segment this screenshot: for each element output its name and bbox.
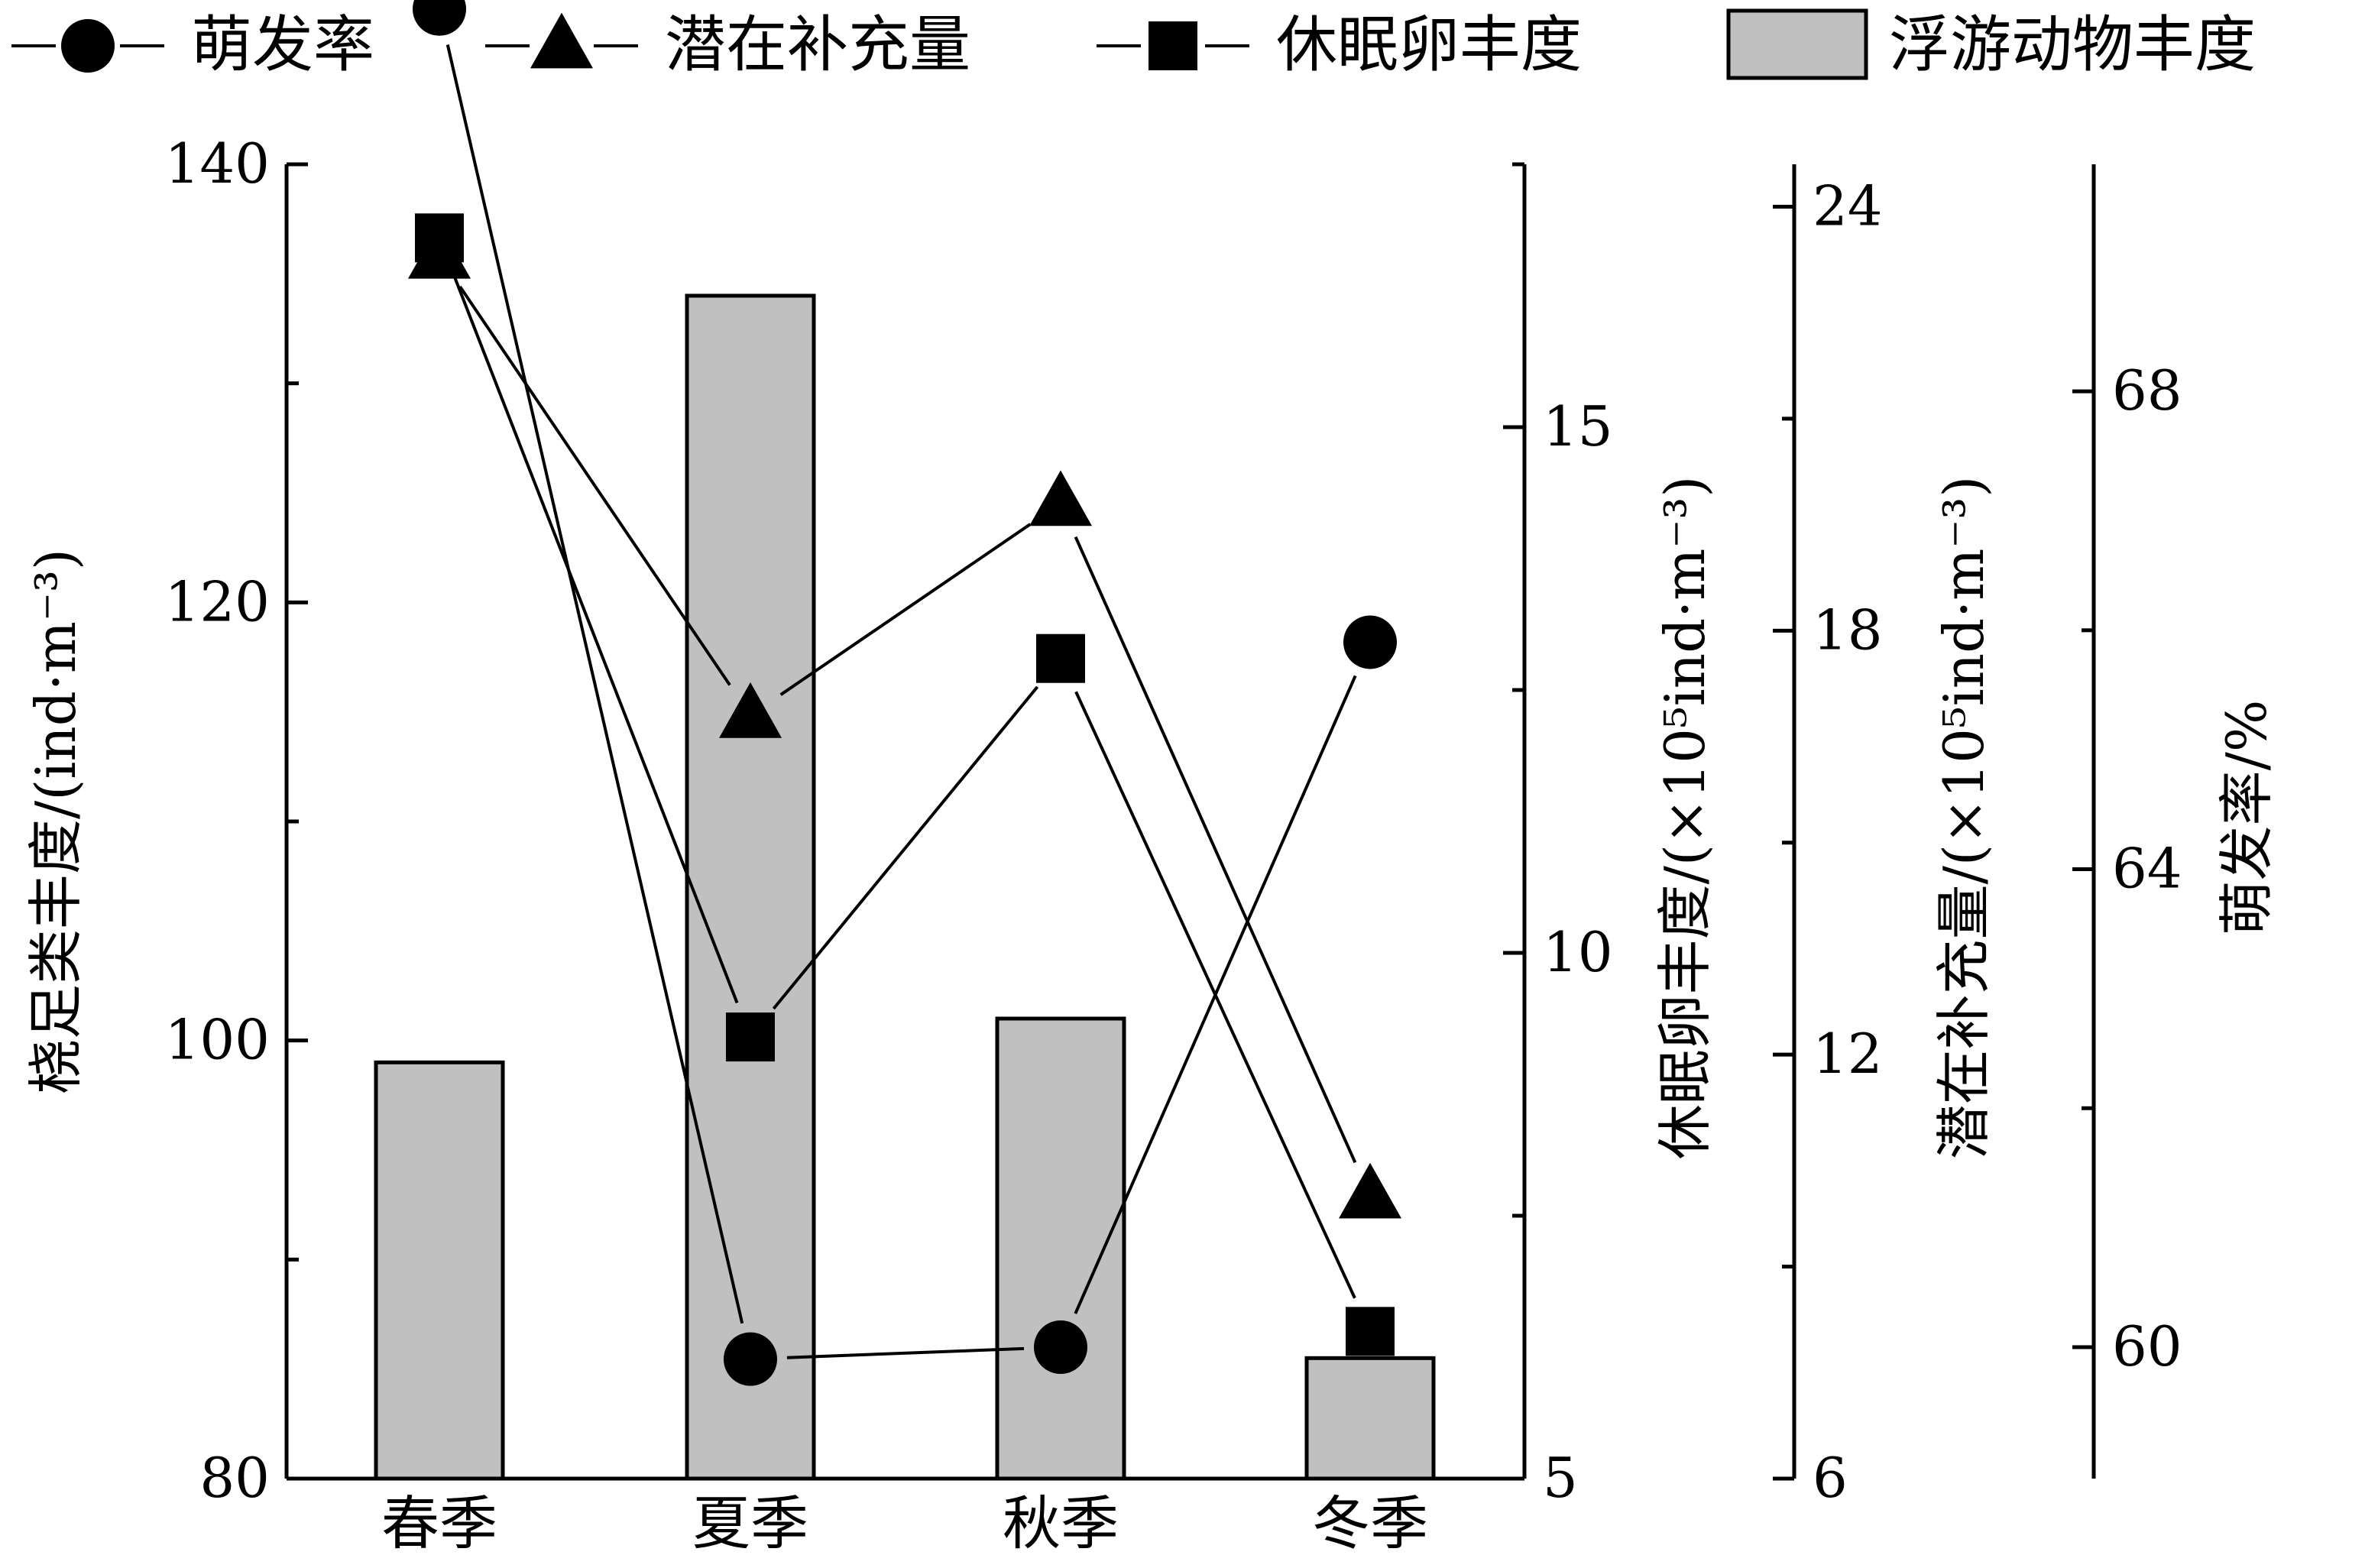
triangle-point-冬季 — [1339, 1162, 1401, 1219]
bar-series — [374, 293, 1436, 1481]
legend-triangle-marker — [530, 12, 593, 69]
line-segment-triangle — [1074, 536, 1357, 1164]
x-tick-label: 冬季 — [1312, 1489, 1428, 1557]
square-point-春季 — [415, 213, 464, 263]
x-tick-label: 夏季 — [692, 1489, 808, 1557]
line-segment-circle — [786, 1346, 1025, 1359]
x-tick-label: 秋季 — [1003, 1489, 1119, 1557]
eggs-tick-label: 10 — [1543, 920, 1613, 984]
eggs-tick-label: 15 — [1543, 394, 1613, 458]
circle-point-夏季 — [724, 1332, 777, 1386]
germination-tick-label: 60 — [2112, 1314, 2182, 1378]
triangle-point-秋季 — [1029, 470, 1092, 526]
left-tick-label: 80 — [199, 1446, 270, 1510]
recruitment-axis-title: 潜在补充量/(×10⁵ind·m⁻³) — [1932, 476, 1996, 1160]
recruitment-tick-label: 18 — [1813, 598, 1883, 662]
bar-冬季 — [1304, 1356, 1436, 1481]
eggs-tick-label: 5 — [1543, 1446, 1578, 1510]
triangle-point-夏季 — [719, 682, 782, 738]
line-segment-circle — [445, 44, 744, 1324]
circle-point-冬季 — [1343, 615, 1397, 669]
line-segment-square — [1074, 691, 1356, 1299]
line-series — [408, 0, 1401, 1386]
axis-titles: 桡足类丰度/(ind·m⁻³) 休眠卵丰度/(×10⁵ind·m⁻³) 潜在补充量/… — [24, 476, 2279, 1160]
germination-axis-title: 萌发率/% — [2214, 700, 2279, 936]
recruitment-tick-label: 12 — [1813, 1022, 1883, 1086]
circle-point-秋季 — [1034, 1320, 1087, 1374]
square-point-夏季 — [726, 1012, 775, 1062]
germination-tick-label: 64 — [2112, 837, 2182, 901]
square-point-冬季 — [1346, 1307, 1395, 1356]
recruitment-tick-label: 24 — [1813, 173, 1883, 238]
bar-夏季 — [685, 293, 816, 1481]
left-tick-label: 100 — [165, 1008, 270, 1072]
legend-label: 萌发率 — [191, 9, 374, 80]
left-tick-label: 140 — [165, 131, 270, 196]
legend-label: 潜在补充量 — [665, 9, 970, 80]
left-tick-label: 120 — [165, 569, 270, 633]
left-axis-title: 桡足类丰度/(ind·m⁻³) — [24, 549, 88, 1094]
legend: 萌发率 潜在补充量 休眠卵丰度 浮游动物丰度 — [11, 8, 2256, 80]
legend-circle-marker — [61, 19, 115, 73]
line-segment-square — [451, 271, 739, 1004]
square-point-秋季 — [1036, 633, 1085, 683]
line-segment-triangle — [779, 523, 1032, 696]
legend-bar-swatch — [1726, 8, 1868, 80]
legend-label: 休眠卵丰度 — [1276, 9, 1582, 80]
eggs-axis-title: 休眠卵丰度/(×10⁵ind·m⁻³) — [1653, 476, 1717, 1160]
bar-春季 — [374, 1060, 505, 1481]
line-segment-triangle — [458, 285, 731, 686]
line-segment-square — [772, 685, 1039, 1010]
axes: 80 100 120 140 春季 夏季 秋季 冬季 5 10 15 6 12 18 24 60 64 68 — [165, 131, 2182, 1557]
legend-square-marker — [1149, 21, 1197, 70]
x-tick-label: 春季 — [381, 1489, 497, 1557]
circle-point-春季 — [413, 0, 466, 36]
legend-label: 浮游动物丰度 — [1889, 9, 2256, 80]
recruitment-tick-label: 6 — [1813, 1446, 1848, 1510]
germination-tick-label: 68 — [2112, 358, 2182, 423]
